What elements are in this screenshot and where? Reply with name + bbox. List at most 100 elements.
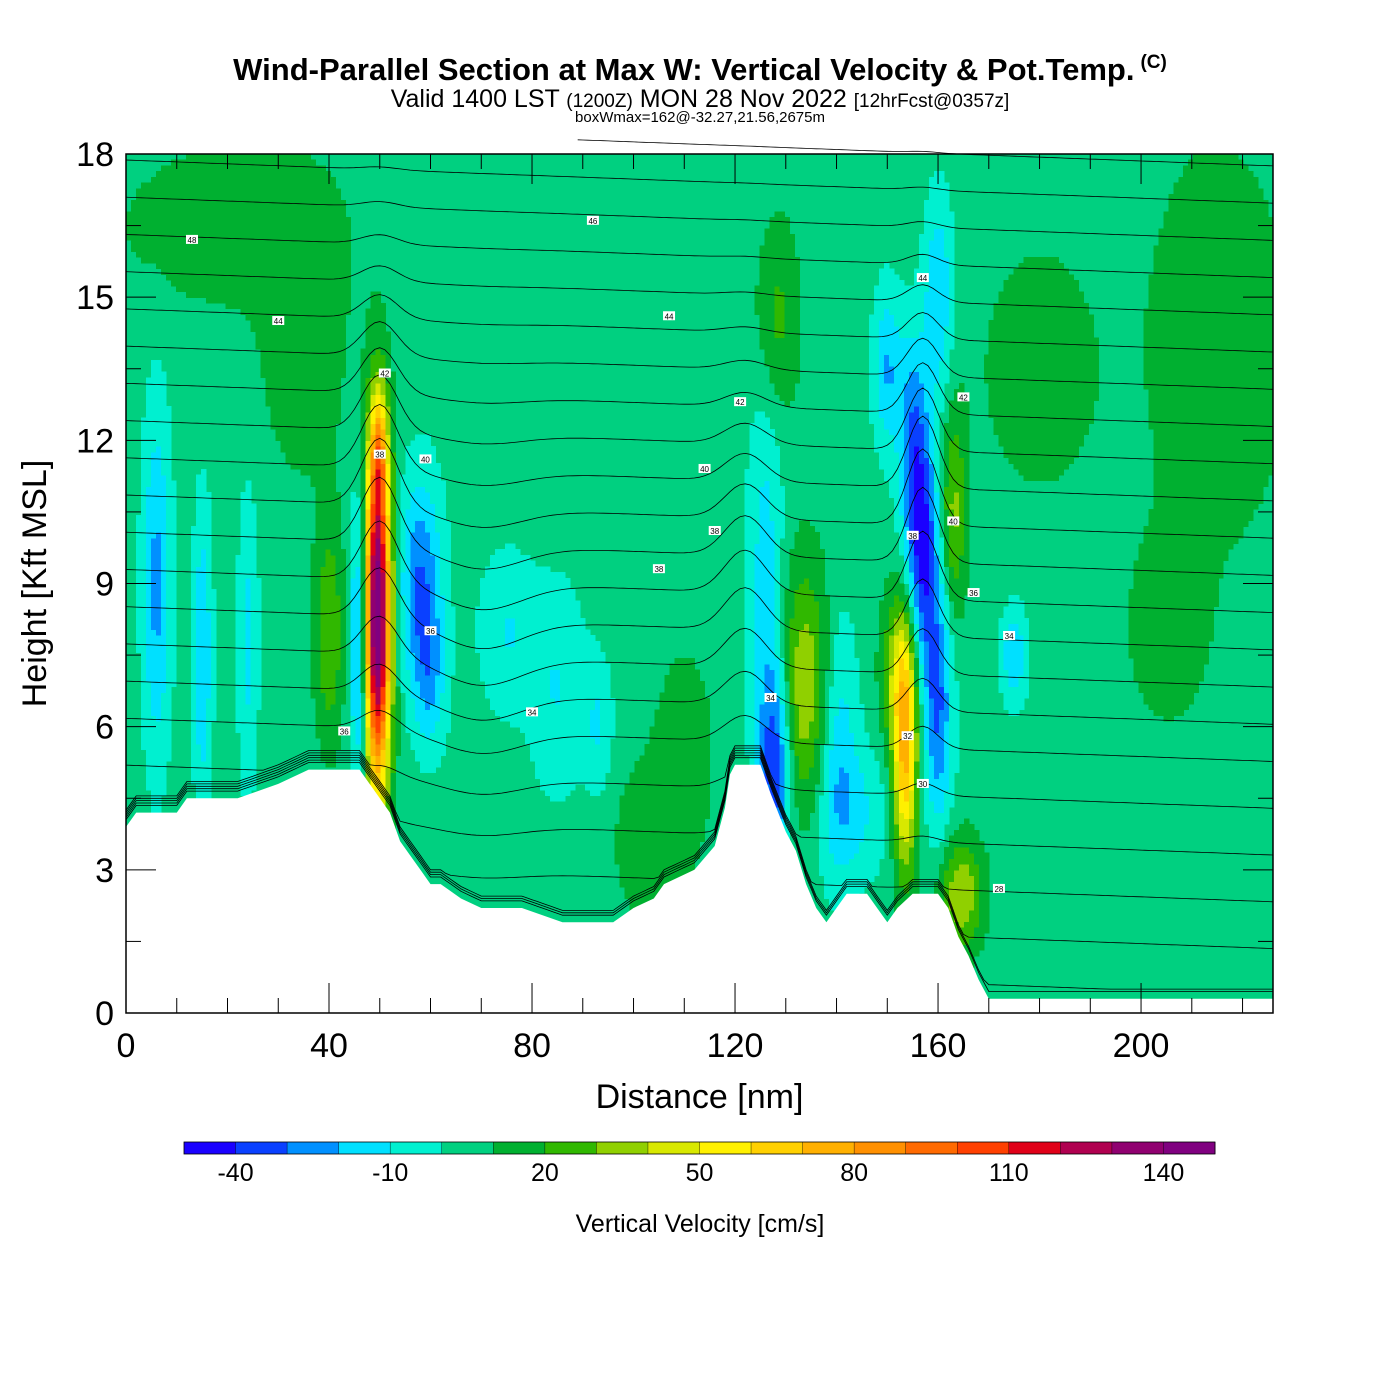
contour-label-text: 42 [736,398,745,407]
theta-contour-line [125,265,1274,316]
colorbar-title: Vertical Velocity [cm/s] [576,1210,825,1238]
contour-label: 36 [424,626,437,636]
contour-label-text: 42 [959,393,968,402]
theta-contour-line [125,567,1274,651]
theta-contour-line [125,403,1274,502]
contour-label-text: 48 [188,236,197,245]
theta-contour-line [125,294,1274,353]
contour-label-text: 32 [903,732,912,741]
contour-label-text: 44 [665,312,674,321]
colorbar-label: 110 [989,1159,1029,1187]
valid-date: MON 28 Nov 2022 [639,85,847,113]
contour-label: 34 [1003,630,1016,641]
y-axis-title: Height [Kft MSL] [16,460,54,708]
colorbar-label: 140 [1143,1159,1185,1187]
y-tick-label: 6 [95,709,114,747]
colorbar-label: 20 [531,1159,559,1187]
colorbar-swatch [699,1142,752,1154]
contour-label: 38 [906,530,919,541]
contour-label-text: 36 [340,727,349,736]
contour-label: 34 [526,707,539,717]
y-tick-label: 15 [76,279,114,317]
contour-label: 42 [957,392,970,402]
theta-contour-line [125,750,1274,903]
contour-label-text: 44 [274,317,283,326]
y-tick-label: 9 [95,566,114,604]
contour-label: 36 [338,726,351,736]
y-tick-label: 0 [95,995,114,1033]
valid-time-line: Valid 1400 LST (1200Z) MON 28 Nov 2022 [… [0,86,1400,115]
colorbar-swatch [184,1142,237,1154]
colorbar-swatch [493,1142,546,1154]
terrain-mask [126,764,1273,1013]
y-tick-label: 12 [76,422,114,460]
colorbar-swatch [1163,1142,1216,1154]
colorbar-labels: -40 -10 20 50 80 110 140 [217,1159,1184,1187]
theta-contour-line [125,437,1274,539]
contour-label: 34 [764,693,777,703]
contour-label-text: 38 [710,527,719,536]
contour-label: 42 [378,368,391,379]
contour-label-text: 40 [949,517,958,526]
contour-label-text: 42 [380,370,389,379]
contour-label: 40 [947,516,960,526]
x-axis-title: Distance [nm] [596,1078,804,1116]
theta-contour-line [125,196,1274,241]
contour-label: 32 [901,731,914,741]
contour-label: 40 [419,454,432,464]
contour-label: 30 [916,778,929,789]
theta-contour-line [125,757,1273,992]
contour-label-text: 46 [588,217,597,226]
y-tick-label: 18 [76,136,114,174]
x-axis-tick-labels: 0 40 80 120 160 200 [117,1027,1170,1065]
contour-label: 42 [734,397,747,407]
contour-label: 38 [652,564,665,574]
contour-label: 40 [698,463,711,474]
contour-label-text: 34 [1005,632,1014,641]
axis-ticks [125,153,1273,1014]
contour-label-text: 40 [421,455,430,464]
theta-contour-line [125,754,1273,990]
theta-contour-line [125,374,1274,465]
chart-title: Wind-Parallel Section at Max W: Vertical… [0,52,1400,88]
x-tick-label: 120 [707,1027,764,1065]
copyright-mark: (C) [1140,52,1167,73]
colorbar-swatch [390,1142,443,1154]
contour-label: 44 [272,316,285,326]
contour-label: 38 [708,526,721,536]
contour-label-text: 36 [426,627,435,636]
valid-prefix: Valid 1400 LST [390,85,560,113]
contour-label-text: 36 [969,589,978,598]
contour-label-text: 34 [766,694,775,703]
colorbar-swatch [338,1142,391,1154]
colorbar-label: -40 [217,1159,253,1187]
colorbar-swatch [441,1142,494,1154]
contour-label: 44 [916,273,929,283]
colorbar-label: -10 [372,1159,408,1187]
contour-label: 38 [373,449,386,460]
colorbar-label: 80 [840,1159,868,1187]
colorbar-swatch [751,1142,804,1154]
valid-utc: (1200Z) [566,91,633,112]
colorbar-swatch [1111,1142,1164,1154]
contour-label-text: 44 [918,274,927,283]
contour-label-text: 38 [908,532,917,541]
contour-label-text: 30 [918,780,927,789]
x-tick-label: 80 [513,1027,551,1065]
contour-label-text: 34 [528,708,537,717]
contour-label: 48 [185,234,198,245]
colorbar-swatch [596,1142,649,1154]
colorbar-swatch [647,1142,700,1154]
colorbar-swatch [905,1142,958,1154]
colorbar-swatch [287,1142,340,1154]
colorbar-swatch [544,1142,597,1154]
theta-contour-line [125,159,1274,204]
contour-label: 28 [992,883,1005,894]
theta-contour-line [125,615,1274,688]
y-axis-tick-labels: 0 3 6 9 12 15 18 [76,136,114,1033]
x-tick-label: 160 [910,1027,967,1065]
contour-label-text: 38 [375,451,384,460]
contour-label-text: 40 [700,465,709,474]
theta-contour-line [125,745,1274,809]
theta-contour-line [125,747,1274,856]
